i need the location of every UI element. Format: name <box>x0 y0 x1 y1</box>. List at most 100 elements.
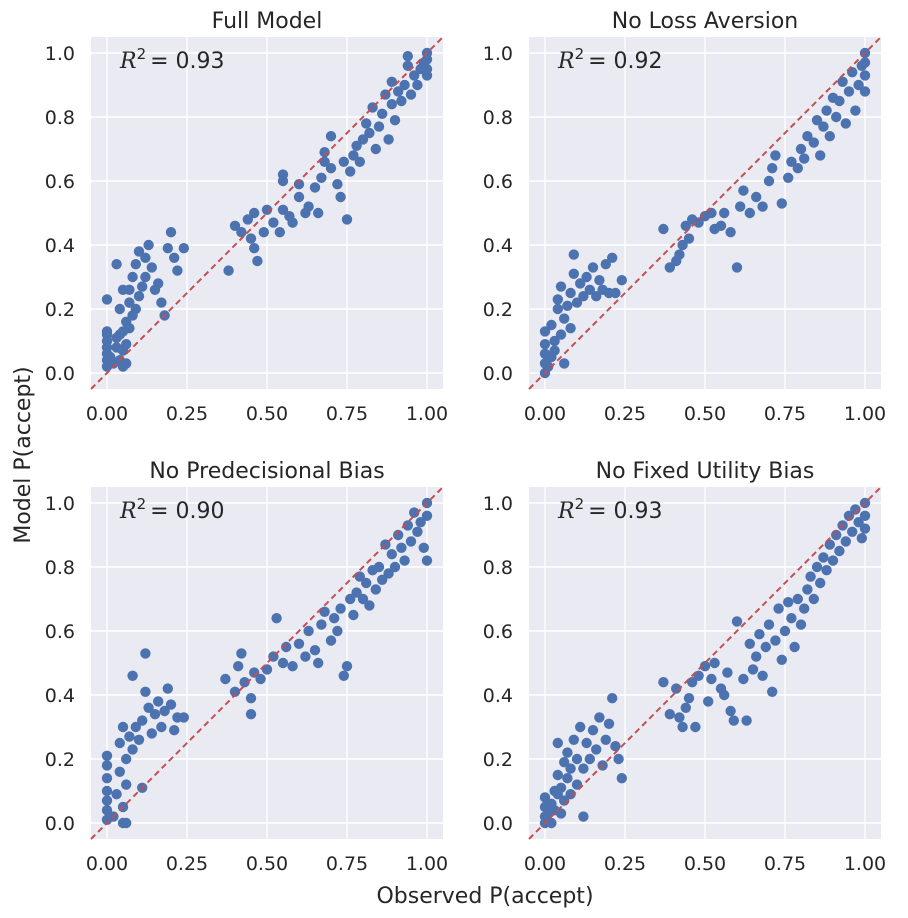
data-point <box>341 214 353 225</box>
data-point <box>562 773 573 784</box>
data-point <box>268 217 279 228</box>
data-point <box>600 734 611 745</box>
data-point <box>584 284 595 295</box>
data-point <box>300 651 311 662</box>
data-point <box>338 670 349 681</box>
y-tick-label: 0.8 <box>483 557 513 579</box>
data-point <box>249 243 260 254</box>
data-point <box>674 712 685 723</box>
data-point <box>591 291 602 302</box>
data-point <box>114 737 126 749</box>
data-point <box>293 179 305 190</box>
data-point <box>124 731 135 742</box>
data-point <box>370 584 381 595</box>
data-point <box>664 709 675 720</box>
r-squared-annotation: R2 = 0.92 <box>557 45 663 74</box>
data-point <box>236 648 247 659</box>
r-squared-var: R <box>557 49 575 74</box>
data-point <box>725 227 736 238</box>
data-point <box>405 89 417 100</box>
panel-title: No Loss Aversion <box>612 9 799 34</box>
data-point <box>140 648 151 659</box>
data-point <box>399 555 410 566</box>
data-point <box>802 584 813 595</box>
data-point <box>140 252 151 263</box>
data-point <box>779 625 791 637</box>
x-tick-label: 1.00 <box>406 403 448 425</box>
data-point <box>389 561 401 573</box>
data-point <box>853 517 864 528</box>
panel-4: 0.00 0.25 0.50 0.75 1.00 0.0 0.2 0.4 0.6 0.8 1.0 No… <box>483 459 886 875</box>
data-point <box>571 297 583 308</box>
r-squared-value: = 0.93 <box>150 49 224 74</box>
data-point <box>562 747 573 758</box>
data-point <box>751 191 762 203</box>
data-point <box>818 552 829 563</box>
data-point <box>568 249 579 260</box>
data-point <box>364 600 375 611</box>
data-point <box>287 661 298 672</box>
data-point <box>709 657 720 669</box>
data-point <box>795 619 807 630</box>
x-tick-label: 0.25 <box>604 853 646 875</box>
data-point <box>811 115 823 126</box>
data-point <box>101 750 113 761</box>
data-point <box>731 616 743 627</box>
data-point <box>178 243 189 254</box>
data-point <box>770 635 781 646</box>
data-point <box>658 223 669 235</box>
data-point <box>421 555 433 566</box>
data-point <box>859 510 871 521</box>
data-point <box>571 753 583 765</box>
data-point <box>680 220 691 231</box>
data-point <box>258 227 269 238</box>
data-point <box>827 555 839 566</box>
data-point <box>693 217 704 228</box>
panel-3: 0.00 0.25 0.50 0.75 1.00 0.0 0.2 0.4 0.6 0.8 1.0 No… <box>45 459 448 875</box>
r-squared-var: R <box>557 499 575 524</box>
data-point <box>555 281 567 292</box>
y-tick-label: 0.6 <box>45 621 75 643</box>
data-point <box>539 326 551 337</box>
data-point <box>658 677 669 688</box>
data-point <box>271 613 282 624</box>
data-point <box>101 326 113 337</box>
data-point <box>341 661 353 672</box>
x-tick-label: 0.25 <box>166 403 208 425</box>
y-tick-label: 0.4 <box>483 685 513 707</box>
data-point <box>383 568 394 579</box>
data-point <box>600 259 611 270</box>
data-point <box>130 259 141 270</box>
data-point <box>130 303 141 315</box>
x-tick-label: 0.00 <box>86 403 128 425</box>
data-point <box>233 661 244 672</box>
data-point <box>715 220 727 231</box>
r-squared-value: = 0.93 <box>588 499 662 524</box>
data-point <box>249 207 260 219</box>
data-point <box>421 510 433 521</box>
data-point <box>552 294 563 305</box>
data-point <box>325 131 337 142</box>
data-point <box>671 683 682 694</box>
x-tick-label: 1.00 <box>844 403 886 425</box>
data-point <box>345 166 356 177</box>
x-tick-label: 0.75 <box>764 853 806 875</box>
x-tick-label: 0.25 <box>166 853 208 875</box>
data-point <box>396 95 407 107</box>
data-point <box>607 252 618 263</box>
data-point <box>575 721 586 733</box>
data-point <box>613 753 624 765</box>
data-point <box>824 131 835 142</box>
data-point <box>373 561 385 573</box>
r-squared-annotation: R2 = 0.93 <box>557 495 663 524</box>
data-point <box>149 709 161 720</box>
data-point <box>357 593 369 605</box>
data-point <box>325 163 337 174</box>
data-point <box>607 693 618 704</box>
data-point <box>121 817 132 829</box>
data-point <box>859 523 871 534</box>
data-point <box>124 297 135 308</box>
x-tick-label: 0.50 <box>246 853 288 875</box>
data-point <box>409 70 420 81</box>
